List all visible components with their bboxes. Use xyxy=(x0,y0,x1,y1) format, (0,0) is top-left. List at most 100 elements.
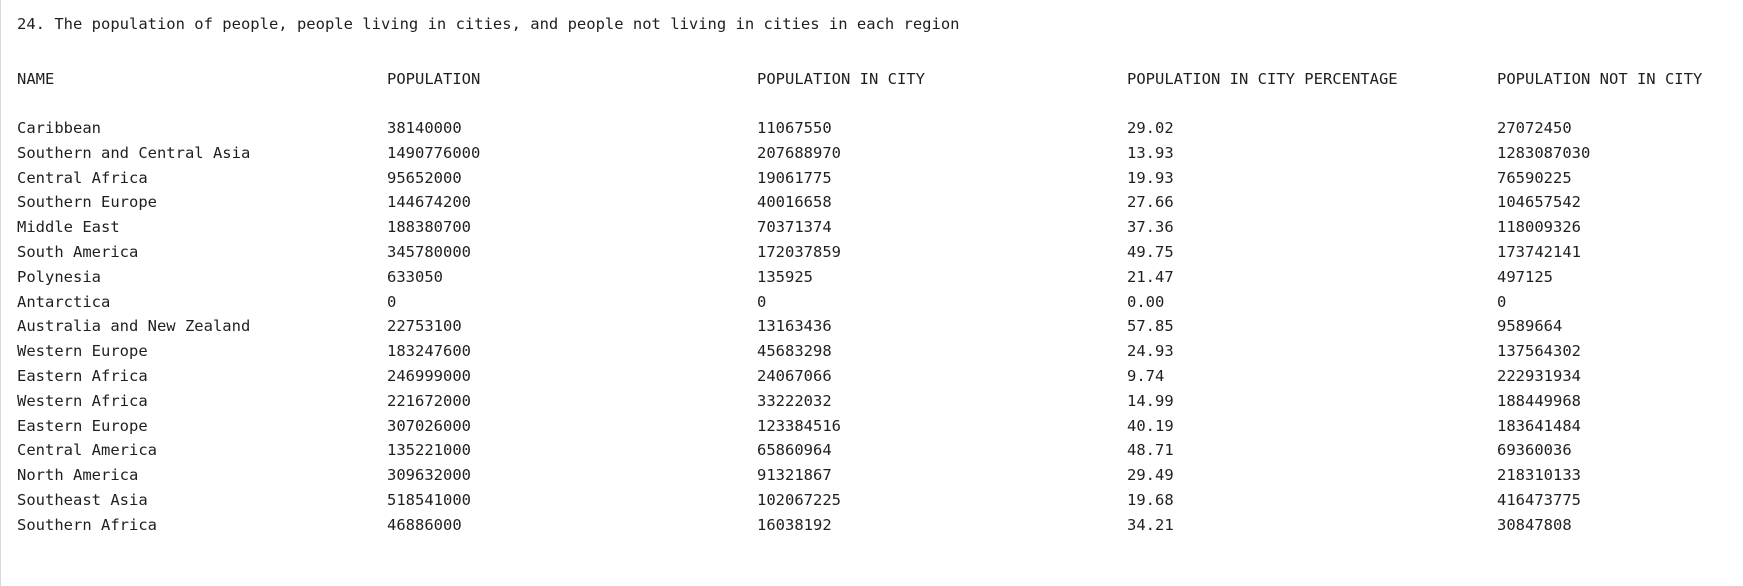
table-row: Antarctica 0 0 0.00 0 xyxy=(1,292,1743,312)
cell-population-in-city: 40016658 xyxy=(757,193,832,212)
cell-population: 633050 xyxy=(387,267,443,286)
cell-population-in-city-percentage: 57.85 xyxy=(1127,317,1174,336)
cell-population-in-city-percentage: 21.47 xyxy=(1127,267,1174,286)
cell-population: 309632000 xyxy=(387,466,471,485)
table-row: North America 309632000 91321867 29.49 21831… xyxy=(1,465,1743,485)
cell-population: 518541000 xyxy=(387,491,471,509)
cell-population-in-city-percentage: 48.71 xyxy=(1127,441,1174,460)
cell-population-in-city: 123384516 xyxy=(757,416,841,435)
table-row: South America 345780000 172037859 49.75 1737… xyxy=(1,242,1743,262)
table-row: Western Europe 183247600 45683298 24.93 1375… xyxy=(1,341,1743,361)
cell-name: North America xyxy=(17,466,139,485)
cell-name: South America xyxy=(17,243,139,261)
cell-population: 135221000 xyxy=(387,441,471,460)
cell-population-in-city: 16038192 xyxy=(757,515,832,534)
header-population: POPULATION xyxy=(387,70,481,88)
table-row: Southeast Asia 518541000 102067225 19.68 416… xyxy=(1,490,1743,510)
cell-population-not-in-city: 69360036 xyxy=(1497,441,1572,460)
cell-population: 22753100 xyxy=(387,317,462,336)
cell-population-not-in-city: 416473775 xyxy=(1497,491,1581,509)
cell-population-not-in-city: 76590225 xyxy=(1497,168,1572,187)
cell-population-not-in-city: 183641484 xyxy=(1497,416,1581,435)
cell-population-in-city: 13163436 xyxy=(757,317,832,336)
cell-name: Western Europe xyxy=(17,342,148,361)
cell-population-in-city-percentage: 13.93 xyxy=(1127,143,1174,162)
cell-population-in-city: 102067225 xyxy=(757,491,841,509)
cell-population: 188380700 xyxy=(387,218,471,237)
cell-population-in-city: 11067550 xyxy=(757,119,832,137)
cell-population-in-city-percentage: 19.68 xyxy=(1127,491,1174,509)
cell-population-in-city-percentage: 37.36 xyxy=(1127,218,1174,237)
cell-population: 38140000 xyxy=(387,119,462,137)
cell-name: Southern Europe xyxy=(17,193,157,212)
cell-population-in-city-percentage: 14.99 xyxy=(1127,391,1174,410)
header-population-in-city: POPULATION IN CITY xyxy=(757,70,925,88)
cell-population-in-city-percentage: 27.66 xyxy=(1127,193,1174,212)
cell-population-in-city-percentage: 34.21 xyxy=(1127,515,1174,534)
cell-population-not-in-city: 497125 xyxy=(1497,267,1553,286)
cell-population-not-in-city: 137564302 xyxy=(1497,342,1581,361)
cell-population-not-in-city: 218310133 xyxy=(1497,466,1581,485)
cell-population-in-city: 172037859 xyxy=(757,243,841,261)
table-row: Southern Europe 144674200 40016658 27.66 104… xyxy=(1,192,1743,212)
header-population-not-in-city: POPULATION NOT IN CITY xyxy=(1497,70,1703,88)
cell-population: 246999000 xyxy=(387,367,471,385)
cell-name: Central America xyxy=(17,441,157,460)
table-row: Australia and New Zealand 22753100 1316343… xyxy=(1,316,1743,336)
cell-population: 307026000 xyxy=(387,416,471,435)
cell-population-not-in-city: 222931934 xyxy=(1497,367,1581,385)
table-row: Southern and Central Asia 1490776000 20768… xyxy=(1,143,1743,163)
table-row: Central America 135221000 65860964 48.71 693… xyxy=(1,440,1743,460)
cell-population: 0 xyxy=(387,292,397,311)
cell-population: 46886000 xyxy=(387,515,462,534)
cell-population-in-city-percentage: 19.93 xyxy=(1127,168,1174,187)
cell-population-in-city: 65860964 xyxy=(757,441,832,460)
cell-name: Middle East xyxy=(17,218,120,237)
cell-population-not-in-city: 118009326 xyxy=(1497,218,1581,237)
header-population-in-city-percentage: POPULATION IN CITY PERCENTAGE xyxy=(1127,70,1398,88)
cell-name: Caribbean xyxy=(17,119,101,137)
cell-name: Central Africa xyxy=(17,168,148,187)
cell-name: Southern Africa xyxy=(17,515,157,534)
table-row: Western Africa 221672000 33222032 14.99 1884… xyxy=(1,391,1743,411)
cell-population-in-city: 91321867 xyxy=(757,466,832,485)
cell-population-not-in-city: 0 xyxy=(1497,292,1507,311)
cell-name: Australia and New Zealand xyxy=(17,317,251,336)
cell-population-not-in-city: 27072450 xyxy=(1497,119,1572,137)
table-row: Southern Africa 46886000 16038192 34.21 3084… xyxy=(1,515,1743,535)
table-row: Eastern Europe 307026000 123384516 40.19 183… xyxy=(1,416,1743,436)
cell-population-not-in-city: 9589664 xyxy=(1497,317,1563,336)
cell-population-in-city: 24067066 xyxy=(757,367,832,385)
header-name: NAME xyxy=(17,70,55,88)
cell-name: Eastern Europe xyxy=(17,416,148,435)
cell-population-in-city-percentage: 29.49 xyxy=(1127,466,1174,485)
cell-population-in-city: 207688970 xyxy=(757,143,841,162)
cell-population-not-in-city: 173742141 xyxy=(1497,243,1581,261)
query-title: 24. The population of people, people liv… xyxy=(17,15,960,33)
cell-name: Western Africa xyxy=(17,391,148,410)
cell-population-not-in-city: 188449968 xyxy=(1497,391,1581,410)
header-row: NAME POPULATION POPULATION IN CITY POPUL… xyxy=(1,69,1743,89)
cell-population: 183247600 xyxy=(387,342,471,361)
cell-population-in-city-percentage: 40.19 xyxy=(1127,416,1174,435)
cell-population-in-city-percentage: 0.00 xyxy=(1127,292,1165,311)
cell-name: Southeast Asia xyxy=(17,491,148,509)
cell-population-in-city-percentage: 29.02 xyxy=(1127,119,1174,137)
cell-population-not-in-city: 1283087030 xyxy=(1497,143,1591,162)
cell-population-in-city: 0 xyxy=(757,292,767,311)
cell-population-not-in-city: 104657542 xyxy=(1497,193,1581,212)
cell-population-in-city-percentage: 24.93 xyxy=(1127,342,1174,361)
cell-population-in-city: 70371374 xyxy=(757,218,832,237)
cell-population-in-city: 19061775 xyxy=(757,168,832,187)
table-row: Eastern Africa 246999000 24067066 9.74 22293… xyxy=(1,366,1743,386)
cell-name: Antarctica xyxy=(17,292,111,311)
cell-population-in-city: 135925 xyxy=(757,267,813,286)
cell-population-in-city: 33222032 xyxy=(757,391,832,410)
table-row: Polynesia 633050 135925 21.47 497125 xyxy=(1,267,1743,287)
cell-population: 345780000 xyxy=(387,243,471,261)
table-row: Caribbean 38140000 11067550 29.02 27072450 xyxy=(1,118,1743,138)
cell-name: Eastern Africa xyxy=(17,367,148,385)
cell-population-in-city: 45683298 xyxy=(757,342,832,361)
table-row: Central Africa 95652000 19061775 19.93 76590… xyxy=(1,168,1743,188)
